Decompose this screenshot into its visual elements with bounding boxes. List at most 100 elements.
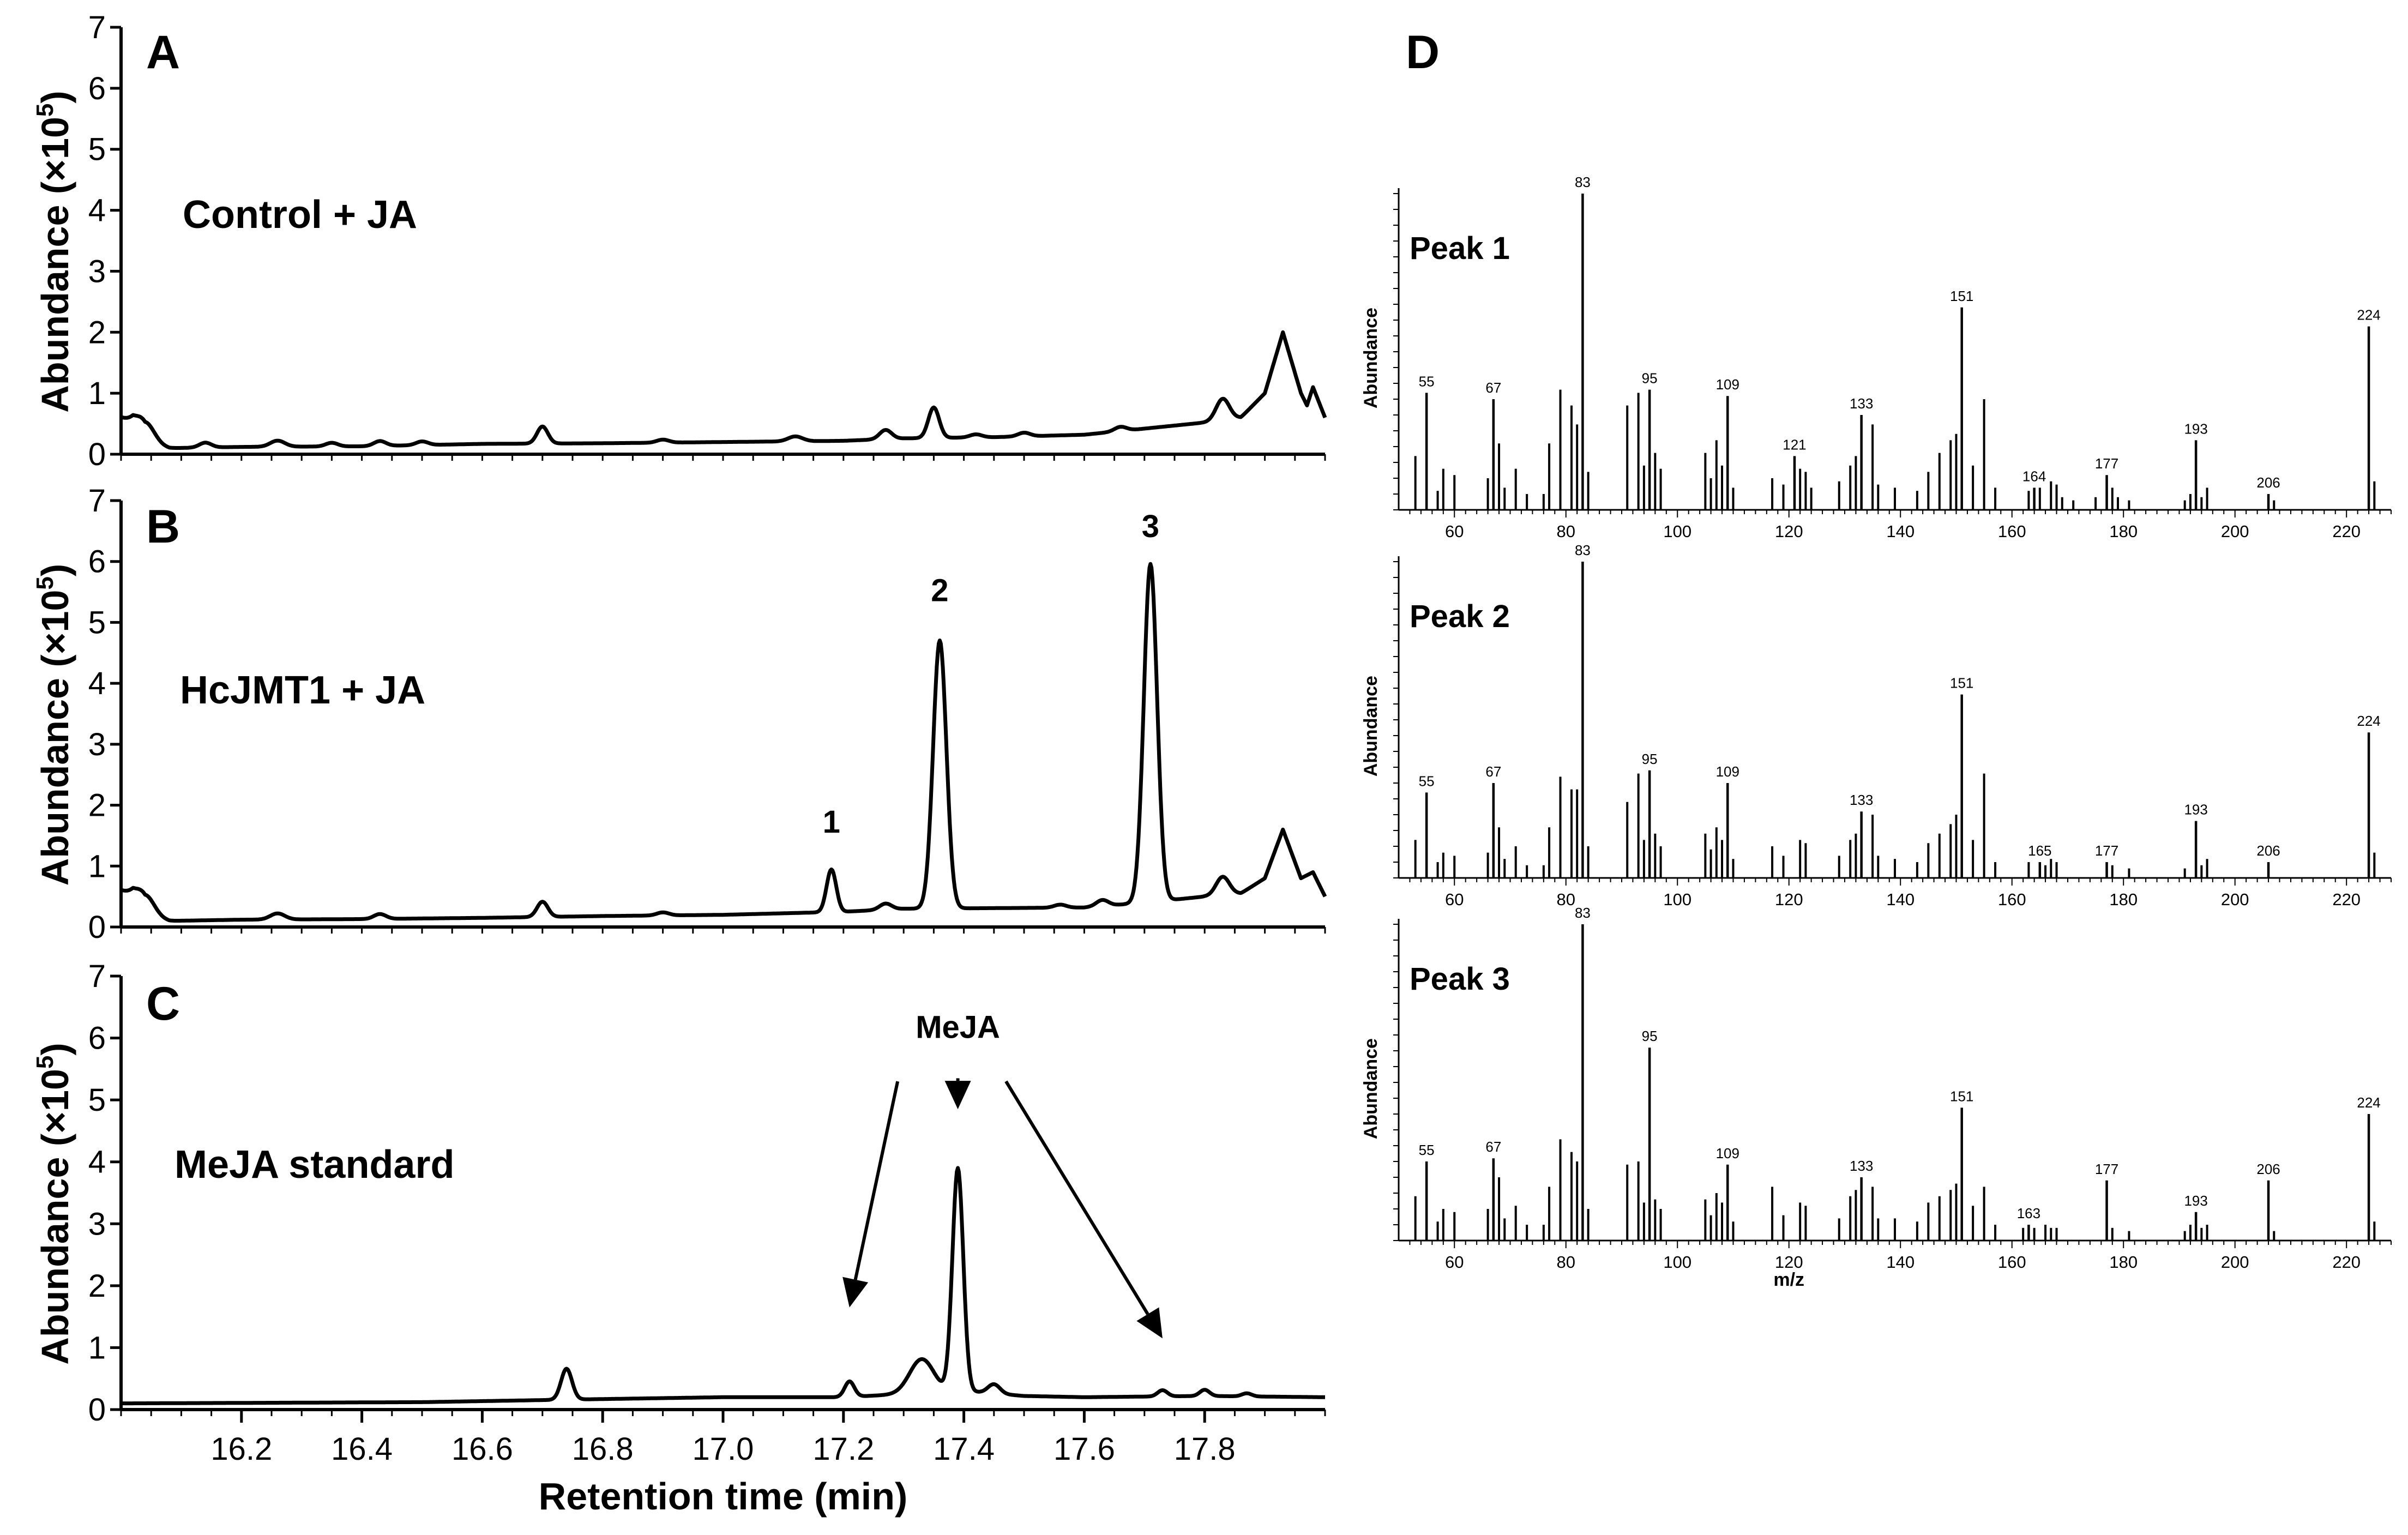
ms-x-tick-label: 120 (1775, 890, 1803, 909)
condition-title: MeJA standard (174, 1143, 454, 1187)
arrow-line (853, 1081, 900, 1280)
ms-peak-label: 193 (2184, 802, 2207, 818)
ms-x-tick-label: 120 (1775, 522, 1803, 541)
y-tick-label: 0 (88, 437, 106, 472)
chromatogram-trace (120, 1166, 1326, 1406)
y-tick-label: 3 (88, 1206, 106, 1242)
y-tick-label: 7 (88, 959, 106, 994)
ms-x-tick-label: 120 (1775, 1253, 1803, 1272)
x-tick-label: 16.4 (331, 1431, 393, 1467)
ms-x-tick-label: 140 (1886, 522, 1915, 541)
y-axis-label: Abundance (×105) (32, 1043, 76, 1364)
y-tick-label: 1 (88, 1330, 106, 1365)
y-tick-label: 6 (88, 71, 106, 106)
ms-x-tick-label: 60 (1445, 522, 1464, 541)
ms-x-axis-label: m/z (1773, 1269, 1804, 1290)
chromatogram-trace (120, 330, 1327, 450)
ms-x-tick-label: 220 (2332, 1253, 2361, 1272)
y-tick-label: 0 (88, 910, 106, 945)
y-axis-label-text: Abundance (×10 (34, 117, 76, 413)
ms-y-axis-label: Abundance (1360, 308, 1381, 408)
ms-peak-label: 83 (1575, 905, 1591, 921)
spectrum-title: Peak 1 (1410, 231, 1510, 266)
ms-x-tick-label: 160 (1998, 890, 2026, 909)
ms-peak-label: 193 (2184, 1193, 2207, 1209)
ms-peak-label: 164 (2022, 468, 2046, 484)
panel-label-c: C (146, 978, 180, 1030)
x-axis-label: Retention time (min) (539, 1475, 908, 1518)
ms-x-tick-label: 200 (2221, 1253, 2249, 1272)
y-axis-label-close: ) (34, 1043, 76, 1055)
ms-peak-label: 109 (1716, 763, 1739, 780)
ms-x-tick-label: 220 (2332, 522, 2361, 541)
ms-x-tick-label: 80 (1556, 522, 1575, 541)
y-tick-label: 2 (88, 788, 106, 823)
ms-peak-label: 177 (2095, 1161, 2118, 1177)
x-tick-label: 16.2 (210, 1431, 272, 1467)
ms-x-tick-label: 80 (1556, 890, 1575, 909)
y-axis-label-exponent: 5 (32, 104, 58, 117)
ms-peak-label: 95 (1642, 751, 1658, 767)
y-tick-label: 5 (88, 605, 106, 640)
ms-peak-label: 165 (2028, 842, 2051, 859)
ms-x-tick-label: 160 (1998, 522, 2026, 541)
y-axis-label-text: Abundance (×10 (34, 590, 76, 886)
ms-peak-label: 133 (1850, 395, 1873, 412)
panel-label-d: D (1406, 26, 1440, 79)
ms-peak-label: 95 (1642, 370, 1658, 387)
ms-peak-label: 193 (2184, 420, 2207, 437)
y-tick-label: 7 (88, 10, 106, 45)
ms-peak-label: 177 (2095, 842, 2118, 859)
ms-y-axis-label: Abundance (1360, 1038, 1381, 1139)
y-tick-label: 7 (88, 483, 106, 519)
condition-title: HcJMT1 + JA (180, 669, 425, 712)
y-axis-label-exponent: 5 (32, 576, 58, 589)
ms-peak-label: 163 (2017, 1205, 2040, 1221)
spectrum-title: Peak 2 (1410, 599, 1510, 634)
y-tick-label: 5 (88, 132, 106, 167)
ms-peak-label: 224 (2357, 713, 2380, 729)
arrow-head (842, 1277, 869, 1308)
ms-x-tick-label: 200 (2221, 890, 2249, 909)
y-tick-label: 6 (88, 544, 106, 580)
spectrum-title: Peak 3 (1410, 961, 1510, 997)
arrow-line (1004, 1080, 1149, 1315)
ms-peak-label: 55 (1419, 373, 1435, 389)
ms-peak-label: 109 (1716, 376, 1739, 393)
y-tick-label: 3 (88, 254, 106, 289)
y-tick-label: 6 (88, 1021, 106, 1056)
ms-x-tick-label: 60 (1445, 1253, 1464, 1272)
ms-x-tick-label: 200 (2221, 522, 2249, 541)
ms-x-tick-label: 100 (1663, 1253, 1691, 1272)
x-tick-label: 17.4 (933, 1431, 995, 1467)
y-axis-label: Abundance (×105) (32, 564, 76, 886)
x-tick-label: 17.0 (693, 1431, 754, 1467)
ms-x-tick-label: 180 (2109, 1253, 2138, 1272)
y-tick-label: 2 (88, 1268, 106, 1304)
y-axis-label: Abundance (×105) (32, 91, 76, 412)
x-tick-label: 17.8 (1174, 1431, 1236, 1467)
ms-x-tick-label: 100 (1663, 522, 1691, 541)
ms-peak-label: 206 (2256, 1161, 2280, 1177)
y-axis-label-close: ) (34, 91, 76, 103)
y-tick-label: 0 (88, 1392, 106, 1428)
ms-peak-label: 224 (2357, 307, 2380, 323)
ms-peak-label: 83 (1575, 542, 1591, 558)
mass-spectrum-1: 60 80 100 120 140 160 180 200 220 Abundance Peak 1… (1360, 174, 2392, 541)
ms-peak-label: 55 (1419, 1142, 1435, 1158)
ms-x-tick-label: 60 (1445, 890, 1464, 909)
ms-peak-label: 206 (2256, 842, 2280, 859)
peak-label: 3 (1142, 509, 1159, 544)
ms-peak-label: 109 (1716, 1145, 1739, 1161)
y-tick-label: 1 (88, 848, 106, 884)
ms-peak-label: 151 (1950, 1088, 1973, 1104)
ms-x-tick-label: 180 (2109, 890, 2138, 909)
chromatogram-trace (120, 562, 1327, 923)
ms-peak-label: 95 (1642, 1028, 1658, 1044)
arrow-head (1136, 1307, 1163, 1339)
